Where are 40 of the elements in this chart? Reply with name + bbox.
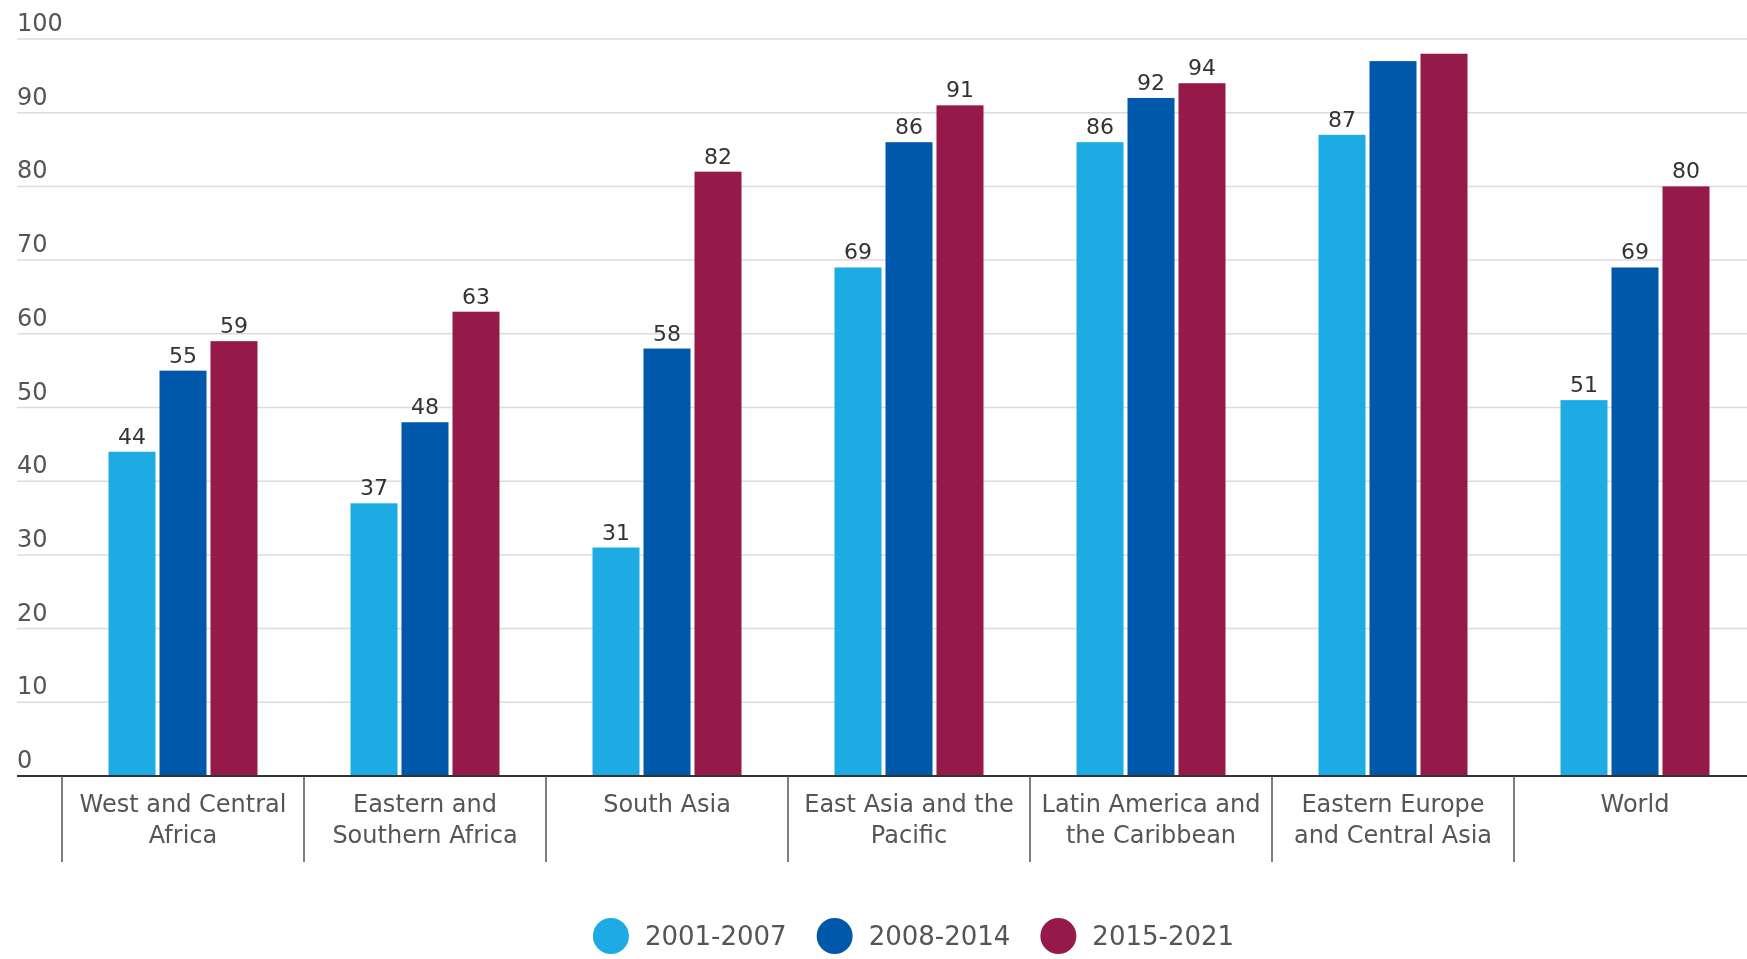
data-label: 63 <box>462 283 490 309</box>
x-tick-label: Latin America and the Caribbean <box>1041 790 1261 849</box>
y-tick-label: 20 <box>17 598 48 627</box>
y-tick-label: 90 <box>17 82 48 111</box>
data-label: 58 <box>653 320 681 346</box>
data-label: 69 <box>844 239 872 265</box>
data-label: 37 <box>360 475 388 501</box>
y-tick-label: 40 <box>17 451 48 480</box>
data-label: 55 <box>169 342 197 368</box>
data-label: 48 <box>411 394 439 420</box>
x-tick-label: South Asia <box>603 790 731 818</box>
legend-label: 2008-2014 <box>868 921 1011 951</box>
data-label: 92 <box>1137 69 1165 95</box>
x-tick-label: World <box>1600 790 1670 818</box>
data-label: 91 <box>946 77 974 103</box>
data-label: 86 <box>1086 114 1114 140</box>
data-label: 59 <box>220 313 248 339</box>
data-label: 87 <box>1328 106 1356 132</box>
legend-label: 2015-2021 <box>1092 921 1235 951</box>
data-label: 51 <box>1570 372 1598 398</box>
legend-label: 2001-2007 <box>644 921 787 951</box>
data-label: 86 <box>895 114 923 140</box>
y-tick-label: 70 <box>17 230 48 259</box>
data-label: 94 <box>1188 55 1216 81</box>
y-tick-label: 50 <box>17 377 48 406</box>
data-label: 69 <box>1621 239 1649 265</box>
y-tick-label: 30 <box>17 524 48 553</box>
y-tick-label: 100 <box>17 9 63 37</box>
data-label: 82 <box>704 143 732 169</box>
y-tick-label: 10 <box>17 672 48 701</box>
y-tick-label: 0 <box>17 746 33 774</box>
x-tick-label: West and Central Africa <box>79 790 287 849</box>
x-tick-label: East Asia and the Pacific <box>804 790 1014 849</box>
y-tick-label: 60 <box>17 303 48 332</box>
x-tick-label: Eastern Europe and Central Asia <box>1293 790 1493 849</box>
y-tick-label: 80 <box>17 156 48 185</box>
data-label: 80 <box>1672 158 1700 184</box>
data-label: 31 <box>602 519 630 545</box>
data-label: 44 <box>118 423 146 449</box>
x-tick-label: Eastern and Southern Africa <box>332 790 518 849</box>
